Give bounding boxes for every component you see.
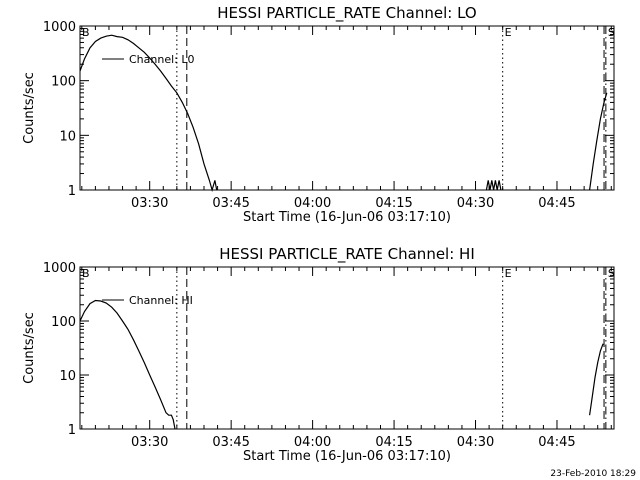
series-line — [485, 180, 502, 191]
series-line — [589, 343, 604, 416]
x-tick-label: 03:30 — [131, 435, 168, 450]
y-tick-label: 10 — [59, 129, 76, 144]
x-tick-label: 04:30 — [457, 196, 494, 211]
x-tick-label: 04:45 — [538, 435, 575, 450]
plot-frame — [79, 25, 615, 191]
chart-panel-2: HESSI PARTICLE_RATE Channel: HI 03:30 03:4… — [22, 245, 615, 464]
legend-label: Channel: HI — [129, 294, 193, 307]
x-tick-label: 03:45 — [212, 435, 249, 450]
marker-letter: E — [505, 26, 512, 39]
y-axis-title: Counts/sec — [22, 312, 37, 384]
marker-letter: E — [505, 267, 512, 280]
x-axis-title: Start Time (16-Jun-06 03:17:10) — [243, 449, 451, 464]
y-tick-label: 1000 — [43, 20, 76, 35]
x-tick-label: 04:00 — [294, 196, 331, 211]
x-tick-label: 03:45 — [212, 196, 249, 211]
x-tick-label: 04:15 — [375, 196, 412, 211]
chart-panel-1: HESSI PARTICLE_RATE Channel: LO 03:30 03:4… — [22, 4, 615, 225]
marker-letter: B — [82, 26, 90, 39]
y-tick-label: 100 — [51, 315, 76, 330]
footer-timestamp: 23-Feb-2010 18:29 — [550, 469, 636, 479]
x-tick-label: 03:30 — [131, 196, 168, 211]
legend-label: Channel: L0 — [129, 53, 195, 66]
series-line — [79, 34, 218, 193]
x-tick-label: 04:00 — [294, 435, 331, 450]
chart-title: HESSI PARTICLE_RATE Channel: LO — [217, 4, 476, 23]
x-axis-title: Start Time (16-Jun-06 03:17:10) — [243, 210, 451, 225]
panels: HESSI PARTICLE_RATE Channel: LO 03:30 03:4… — [22, 4, 615, 464]
y-tick-label: 100 — [51, 75, 76, 90]
x-tick-label: 04:30 — [457, 435, 494, 450]
chart-title: HESSI PARTICLE_RATE Channel: HI — [219, 245, 475, 264]
plot-frame — [79, 266, 615, 430]
x-tick-label: 04:45 — [538, 196, 575, 211]
y-tick-label: 1 — [68, 184, 76, 199]
y-tick-label: 1 — [68, 423, 76, 438]
marker-letter: B — [82, 267, 90, 280]
x-tick-label: 04:15 — [375, 435, 412, 450]
y-tick-label: 10 — [59, 369, 76, 384]
marker-letter: S — [608, 267, 615, 280]
series-line — [79, 299, 176, 430]
y-tick-label: 1000 — [43, 261, 76, 276]
marker-letter: S — [608, 26, 615, 39]
y-axis-title: Counts/sec — [22, 72, 37, 144]
series-line — [589, 92, 608, 191]
